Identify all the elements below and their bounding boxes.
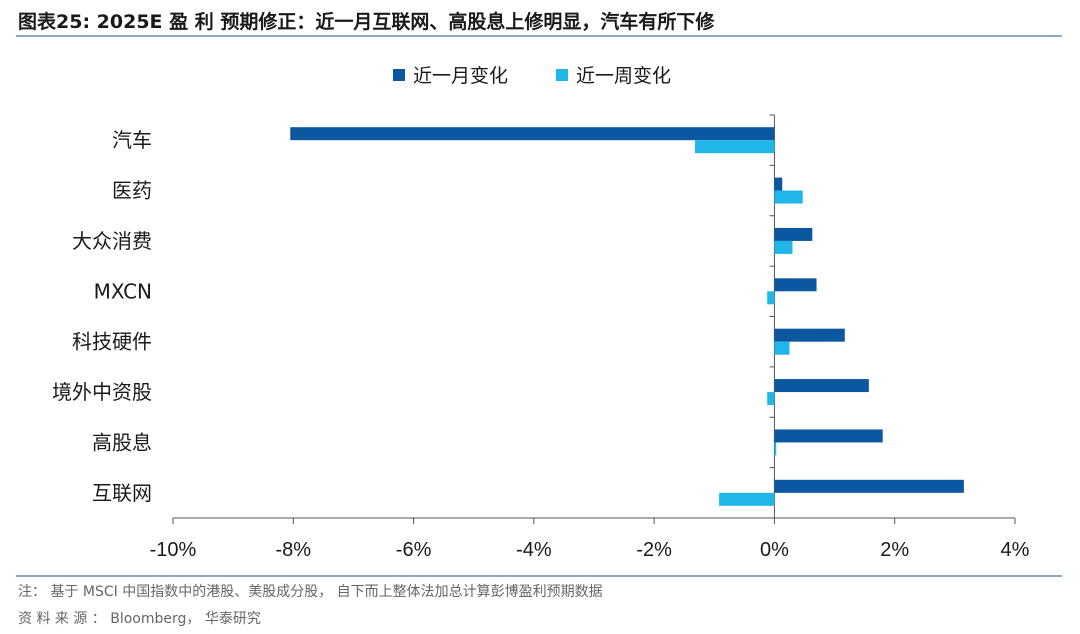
bar-week-3 — [767, 291, 775, 305]
x-tick-label: -6% — [396, 539, 432, 561]
category-label: 科技硬件 — [72, 330, 152, 354]
bar-month-6 — [774, 429, 883, 443]
bar-month-3 — [774, 278, 817, 292]
bar-week-5 — [767, 392, 775, 406]
bar-week-0 — [695, 140, 775, 154]
legend-swatch-week — [556, 69, 568, 81]
bar-week-2 — [774, 240, 793, 254]
bar-month-4 — [774, 328, 845, 342]
bar-week-4 — [774, 341, 790, 355]
x-tick-label: -2% — [636, 539, 672, 561]
footer-divider — [16, 575, 1062, 577]
category-label: 互联网 — [92, 481, 152, 505]
category-label: 汽车 — [112, 128, 152, 152]
x-tick-label: -10% — [150, 539, 197, 561]
bar-week-1 — [774, 190, 803, 204]
figure-title: 图表25: 2025E 盈 利 预期修正：近一月互联网、高股息上修明显，汽车有所… — [18, 11, 715, 33]
x-tick-label: -8% — [275, 539, 311, 561]
x-tick-label: 4% — [1001, 539, 1030, 561]
category-label: 大众消费 — [72, 229, 152, 253]
x-tick-label: -4% — [516, 539, 552, 561]
category-label: MXCN — [94, 279, 152, 303]
x-tick-label: 2% — [880, 539, 909, 561]
title-divider — [16, 35, 1062, 37]
category-label: 境外中资股 — [52, 380, 152, 404]
figure-source: 资 料 来 源 ： Bloomberg， 华泰研究 — [18, 611, 261, 627]
legend-swatch-month — [393, 69, 405, 81]
bar-week-6 — [774, 442, 777, 456]
bar-month-2 — [774, 227, 813, 241]
x-tick-label: 0% — [760, 539, 789, 561]
category-label: 高股息 — [92, 430, 152, 454]
figure-note: 注： 基于 MSCI 中国指数中的港股、美股成分股， 自下而上整体法加总计算彭博… — [18, 584, 603, 600]
legend-label-week: 近一周变化 — [576, 65, 671, 87]
bar-week-7 — [719, 492, 775, 506]
bar-month-5 — [774, 379, 869, 393]
bar-month-7 — [774, 479, 964, 493]
category-label: 医药 — [112, 179, 152, 203]
legend-label-month: 近一月变化 — [413, 65, 508, 87]
bar-month-0 — [290, 127, 775, 141]
bar-month-1 — [774, 177, 783, 191]
